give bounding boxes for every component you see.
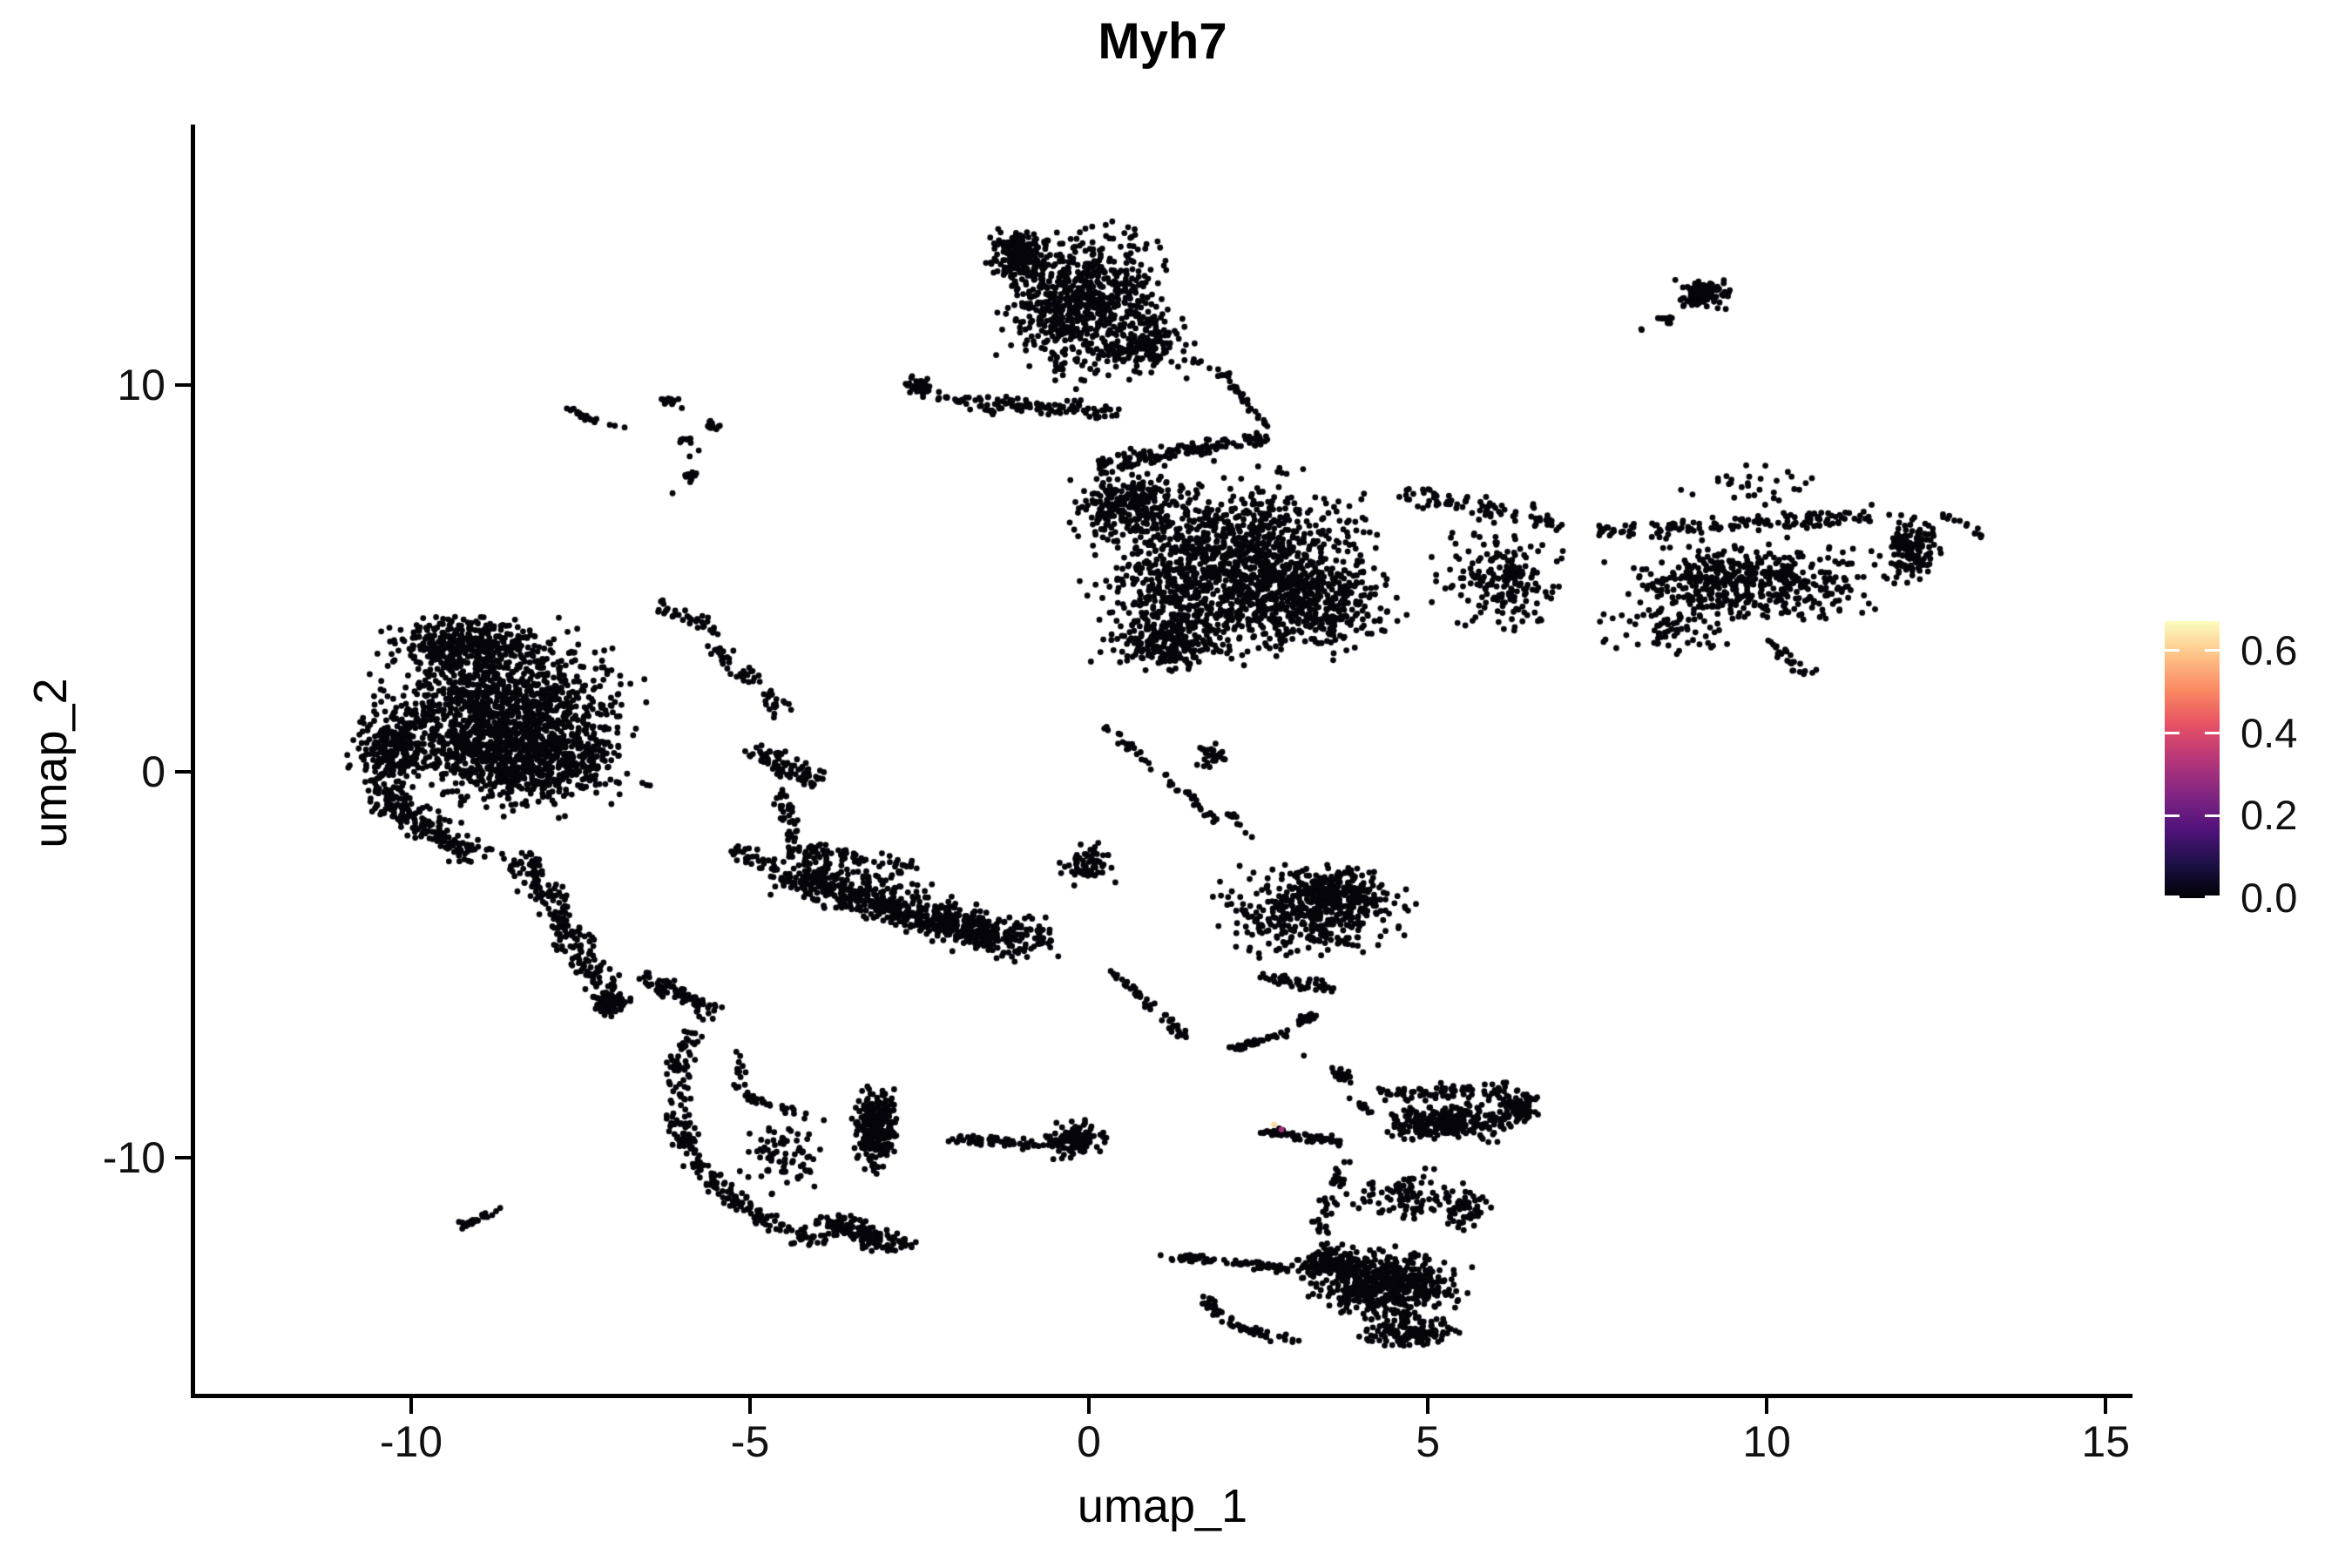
x-tick-label: -5 [730, 1417, 770, 1466]
legend-colorbar [2165, 621, 2220, 898]
y-tick-mark [175, 1156, 191, 1160]
y-tick-mark [175, 769, 191, 774]
x-tick-mark [1426, 1398, 1430, 1414]
x-tick-mark [1087, 1398, 1092, 1414]
y-tick-label: 0 [141, 747, 166, 796]
x-tick-label: 10 [1742, 1417, 1791, 1466]
x-tick-mark [409, 1398, 413, 1414]
x-axis-title: umap_1 [1077, 1480, 1248, 1532]
x-tick-mark [2104, 1398, 2108, 1414]
x-tick-mark [1765, 1398, 1769, 1414]
x-tick-label: 15 [2081, 1417, 2131, 1466]
legend-tick-mark [2165, 814, 2180, 817]
x-tick-label: -10 [379, 1417, 443, 1466]
x-tick-label: 5 [1416, 1417, 1441, 1466]
y-axis-line [191, 125, 195, 1398]
legend-tick-mark [2205, 732, 2220, 735]
plot-title: Myh7 [1098, 13, 1227, 70]
legend-tick-label: 0.2 [2240, 792, 2298, 839]
y-tick-label: -10 [102, 1133, 166, 1183]
legend-tick-mark [2165, 896, 2180, 898]
y-axis-title: umap_2 [24, 678, 77, 848]
legend-tick-mark [2165, 732, 2180, 735]
x-axis-line [191, 1394, 2132, 1398]
legend-tick-mark [2205, 649, 2220, 652]
x-tick-mark [748, 1398, 753, 1414]
legend-tick-label: 0.4 [2240, 709, 2298, 756]
x-tick-label: 0 [1077, 1417, 1101, 1466]
legend-tick-label: 0.0 [2240, 875, 2298, 921]
y-tick-label: 10 [117, 361, 166, 410]
y-tick-mark [175, 383, 191, 388]
legend-tick-mark [2205, 896, 2220, 898]
legend-tick-label: 0.6 [2240, 626, 2298, 673]
legend-tick-mark [2205, 814, 2220, 817]
legend-tick-mark [2165, 649, 2180, 652]
